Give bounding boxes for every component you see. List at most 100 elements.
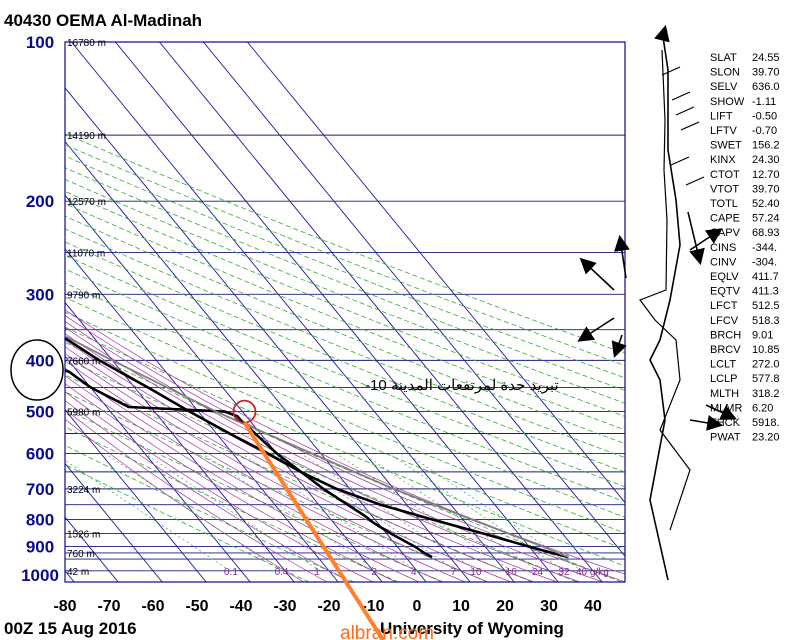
height-label: 760 m: [67, 549, 95, 560]
dry-adiabat: [65, 464, 310, 582]
index-key: MLMR: [710, 402, 742, 414]
mixing-ratio-label: 7: [451, 567, 457, 578]
isotherm-line: [65, 409, 207, 582]
mixing-ratio-line: [300, 453, 477, 572]
index-value: 512.5: [752, 300, 780, 312]
isotherm-line: [0, 42, 30, 582]
dry-adiabat: [65, 155, 625, 379]
moist-adiabat: [65, 391, 374, 582]
index-value: 577.8: [752, 373, 780, 385]
dry-adiabat: [65, 282, 625, 518]
mixing-ratio-label: 4: [411, 567, 417, 578]
temperature-tick-label: -10: [361, 598, 384, 615]
dry-adiabat: [65, 391, 488, 582]
mixing-ratio-label: 32: [558, 567, 570, 578]
height-label: 11070 m: [67, 248, 105, 259]
credit-label: University of Wyoming: [380, 619, 564, 638]
index-key: SWET: [710, 140, 742, 152]
mixing-ratio-line: [336, 453, 512, 572]
index-key: LIFT: [710, 110, 733, 122]
index-key: CTOT: [710, 169, 740, 181]
index-value: 411.7: [752, 271, 779, 283]
index-value: 636.0: [752, 81, 780, 93]
mixing-ratio-line: [241, 453, 418, 572]
index-value: 39.70: [752, 183, 780, 195]
annotation-pointer-line: [242, 421, 385, 640]
isotherm-line: [65, 194, 383, 582]
index-key: BRCH: [710, 329, 741, 341]
index-key: SELV: [710, 81, 738, 93]
index-key: THCK: [710, 417, 741, 429]
moist-adiabat: [65, 367, 443, 582]
dry-adiabat: [65, 408, 444, 582]
isotherm-line: [65, 87, 471, 582]
index-value: 5918.: [752, 417, 780, 429]
mixing-ratio-line: [388, 453, 565, 572]
temperature-tick-label: -30: [273, 598, 296, 615]
index-value: 57.24: [752, 213, 780, 225]
mixing-ratio-label: 10: [470, 567, 482, 578]
index-key: BRCV: [710, 344, 741, 356]
wind-arrow: [689, 228, 723, 251]
wind-arrow: [654, 24, 670, 43]
temperature-profile: [65, 336, 569, 559]
index-key: SHOW: [710, 96, 745, 108]
height-label: 16780 m: [67, 38, 106, 49]
moist-adiabat: [65, 353, 489, 582]
isotherm-line: [115, 42, 559, 582]
index-key: EQTV: [710, 286, 741, 298]
index-value: 12.70: [752, 169, 780, 181]
index-value: 272.0: [752, 359, 780, 371]
index-value: 23.20: [752, 432, 780, 444]
dry-adiabat: [65, 358, 578, 582]
wind-barb: [670, 156, 690, 166]
date-label: 00Z 15 Aug 2016: [4, 619, 137, 638]
index-value: -344.: [752, 242, 777, 254]
temperature-tick-label: -70: [97, 598, 120, 615]
height-labels: 16780 m 14190 m 12570 m 11070 m 9790 m 7660 m…: [67, 38, 106, 578]
height-label: 1526 m: [67, 529, 100, 540]
index-value: 518.3: [752, 315, 780, 327]
wind-arrow: [579, 257, 615, 291]
pressure-tick-label: 1000: [21, 566, 59, 585]
pressure-tick-label: 700: [26, 480, 54, 499]
moist-adiabat: [65, 309, 625, 575]
moist-adiabat: [65, 409, 328, 582]
index-key: EQLV: [710, 271, 739, 283]
index-key: CINV: [710, 256, 737, 268]
mixing-ratio-label: 2: [371, 567, 377, 578]
plot-frame: [64, 41, 626, 583]
pressure-tick-label: 200: [26, 192, 54, 211]
temperature-tick-label: -80: [53, 598, 76, 615]
dry-adiabat: [65, 444, 354, 582]
index-value: 156.2: [752, 140, 780, 152]
dry-adiabat: [65, 190, 625, 417]
watermark: albran.com: [340, 623, 434, 640]
temperature-tick-label: -40: [229, 598, 252, 615]
moist-adiabat: [65, 346, 512, 582]
wind-profile: [577, 24, 737, 581]
isotherm-line: [65, 462, 163, 582]
pressure-tick-label: 100: [26, 33, 54, 52]
wind-arrow: [705, 404, 737, 420]
wind-trace: [639, 49, 691, 531]
dewpoint-profile: [65, 369, 433, 559]
isotherm-line: [65, 301, 295, 582]
index-value: 39.70: [752, 67, 780, 79]
temperature-tick-label: 40: [584, 598, 602, 615]
mixing-ratio-label: 16: [506, 567, 518, 578]
isotherm-line: [247, 42, 625, 504]
isotherm-line: [65, 570, 75, 582]
height-label: 5980 m: [67, 408, 100, 419]
index-value: -0.50: [752, 110, 777, 122]
mixing-ratio-labels: 0.1 0.4 1 2 4 7 10 16 24 32 40 g/kg: [224, 567, 609, 578]
mixing-ratio-line: [144, 453, 321, 572]
index-key: SLAT: [710, 52, 737, 64]
mixing-ratio-label: 0.1: [224, 567, 238, 578]
wind-barb: [680, 121, 700, 131]
dry-adiabat: [65, 203, 625, 431]
pressure-tick-label: 600: [26, 444, 54, 463]
temperature-tick-label: 0: [413, 598, 422, 615]
index-value: 24.55: [752, 52, 780, 64]
